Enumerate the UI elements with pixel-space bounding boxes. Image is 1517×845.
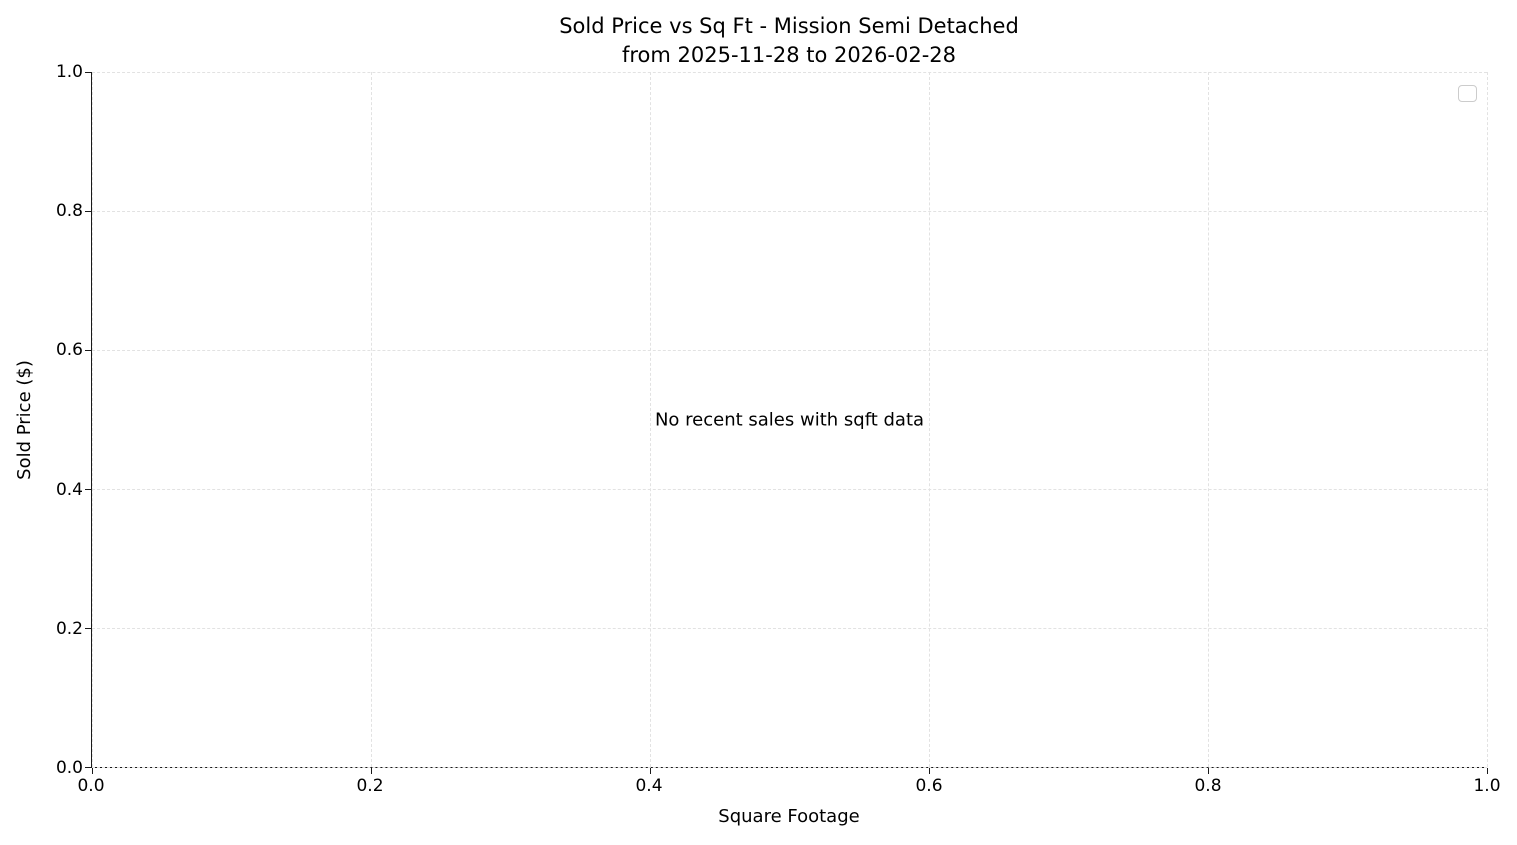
x-axis-label: Square Footage [718,806,860,827]
chart-title: Sold Price vs Sq Ft - Mission Semi Detac… [91,12,1487,70]
y-tick-mark [85,72,91,73]
x-tick-label: 1.0 [1473,776,1501,796]
y-tick-label: 1.0 [55,62,83,82]
x-tick-mark [1487,768,1488,774]
y-tick-mark [85,767,91,768]
x-tick-mark [371,768,372,774]
x-tick-label: 0.4 [635,776,663,796]
y-tick-label: 0.6 [55,340,83,360]
y-tick-label: 0.0 [55,758,83,778]
x-tick-label: 0.0 [77,776,105,796]
grid-line-vertical [929,72,930,767]
y-tick-label: 0.8 [55,201,83,221]
grid-line-horizontal [92,489,1487,490]
y-tick-mark [85,211,91,212]
grid-line-horizontal [92,72,1487,73]
grid-line-horizontal [92,350,1487,351]
plot-area: No recent sales with sqft data [85,72,1488,774]
chart-title-line1: Sold Price vs Sq Ft - Mission Semi Detac… [559,14,1019,38]
y-tick-mark [85,628,91,629]
y-axis-label: Sold Price ($) [14,360,35,480]
grid-line-vertical [650,72,651,767]
grid-line-horizontal [92,211,1487,212]
grid-line-horizontal [92,767,1487,768]
y-tick-mark [85,489,91,490]
x-tick-label: 0.8 [1194,776,1222,796]
grid-line-vertical [371,72,372,767]
grid-line-vertical [1487,72,1488,767]
y-tick-mark [85,350,91,351]
y-tick-label: 0.4 [55,480,83,500]
x-tick-mark [1208,768,1209,774]
x-tick-label: 0.2 [356,776,384,796]
chart-title-line2: from 2025-11-28 to 2026-02-28 [621,43,957,67]
no-data-annotation: No recent sales with sqft data [654,409,925,430]
grid-line-vertical [1208,72,1209,767]
x-tick-mark [929,768,930,774]
grid-line-horizontal [92,628,1487,629]
grid-line-vertical [92,72,93,767]
x-tick-label: 0.6 [915,776,943,796]
x-tick-mark [92,768,93,774]
y-tick-label: 0.2 [55,619,83,639]
x-tick-mark [650,768,651,774]
legend-box [1458,85,1477,102]
